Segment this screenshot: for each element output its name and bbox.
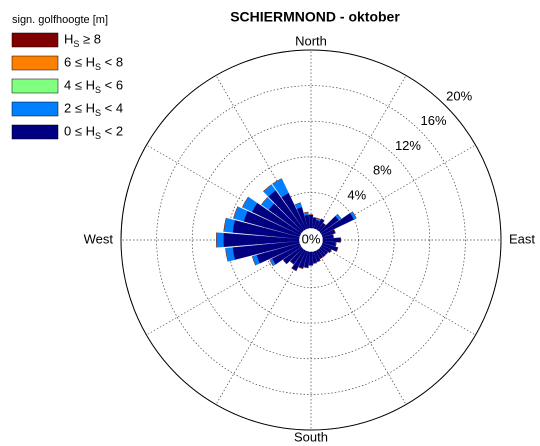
rose-segment <box>282 259 287 265</box>
ring-label: 8% <box>373 163 392 178</box>
ring-label: 16% <box>421 113 447 128</box>
legend-swatch <box>11 55 59 71</box>
ring <box>227 156 395 324</box>
ring-label: 4% <box>347 187 366 202</box>
rose-segment <box>332 234 334 238</box>
ring <box>191 120 431 360</box>
center-hole <box>300 229 322 251</box>
rose-segment <box>233 206 238 219</box>
spoke <box>146 144 301 235</box>
legend-label: HS ≥ 8 <box>64 31 101 49</box>
legend-swatch <box>11 124 59 140</box>
legend-label: 2 ≤ HS < 4 <box>64 100 123 118</box>
rose-segment <box>319 257 323 259</box>
rose-segment <box>242 196 249 208</box>
rose-segment <box>269 259 274 267</box>
chart-title: SCHIERMNOND - oktober <box>230 9 400 25</box>
spoke <box>215 75 306 230</box>
spoke <box>316 250 407 405</box>
rose-segment <box>317 218 321 220</box>
rose-segment <box>352 211 357 219</box>
rose-segment <box>323 222 326 226</box>
ring-label: 0% <box>302 231 321 246</box>
direction-label: North <box>295 33 327 48</box>
outer-circle <box>120 49 502 431</box>
ring <box>263 192 359 288</box>
spoke <box>146 245 301 336</box>
rose-segment <box>272 178 282 185</box>
ring <box>156 85 466 395</box>
rose-segment <box>291 268 297 272</box>
legend-label: 6 ≤ HS < 8 <box>64 54 123 72</box>
rose-segment <box>325 252 329 255</box>
rose-segment <box>335 242 337 247</box>
legend-label: 4 ≤ HS < 6 <box>64 77 123 95</box>
rose-segment <box>321 218 325 221</box>
rose-segment <box>261 197 268 205</box>
spoke <box>321 144 476 235</box>
rose-segment <box>216 232 224 248</box>
rose-segment <box>294 202 301 205</box>
legend-title: sign. golfhoogte [m] <box>12 14 108 26</box>
rose-segment <box>323 254 326 258</box>
rose-segment <box>337 214 342 219</box>
direction-label: West <box>84 231 114 246</box>
rose-segment <box>303 211 309 214</box>
legend-swatch <box>11 78 59 94</box>
spoke <box>316 75 407 230</box>
rose-segment <box>290 261 294 265</box>
spoke <box>215 250 306 405</box>
ring-label: 20% <box>446 88 472 103</box>
legend-label: 0 ≤ HS < 2 <box>64 123 123 141</box>
legend-swatch <box>11 32 59 48</box>
rose-segment <box>317 260 321 262</box>
direction-label: South <box>294 429 328 444</box>
spoke <box>321 245 476 336</box>
ring-label: 12% <box>395 138 421 153</box>
legend-swatch <box>11 101 59 117</box>
direction-label: East <box>509 231 535 246</box>
